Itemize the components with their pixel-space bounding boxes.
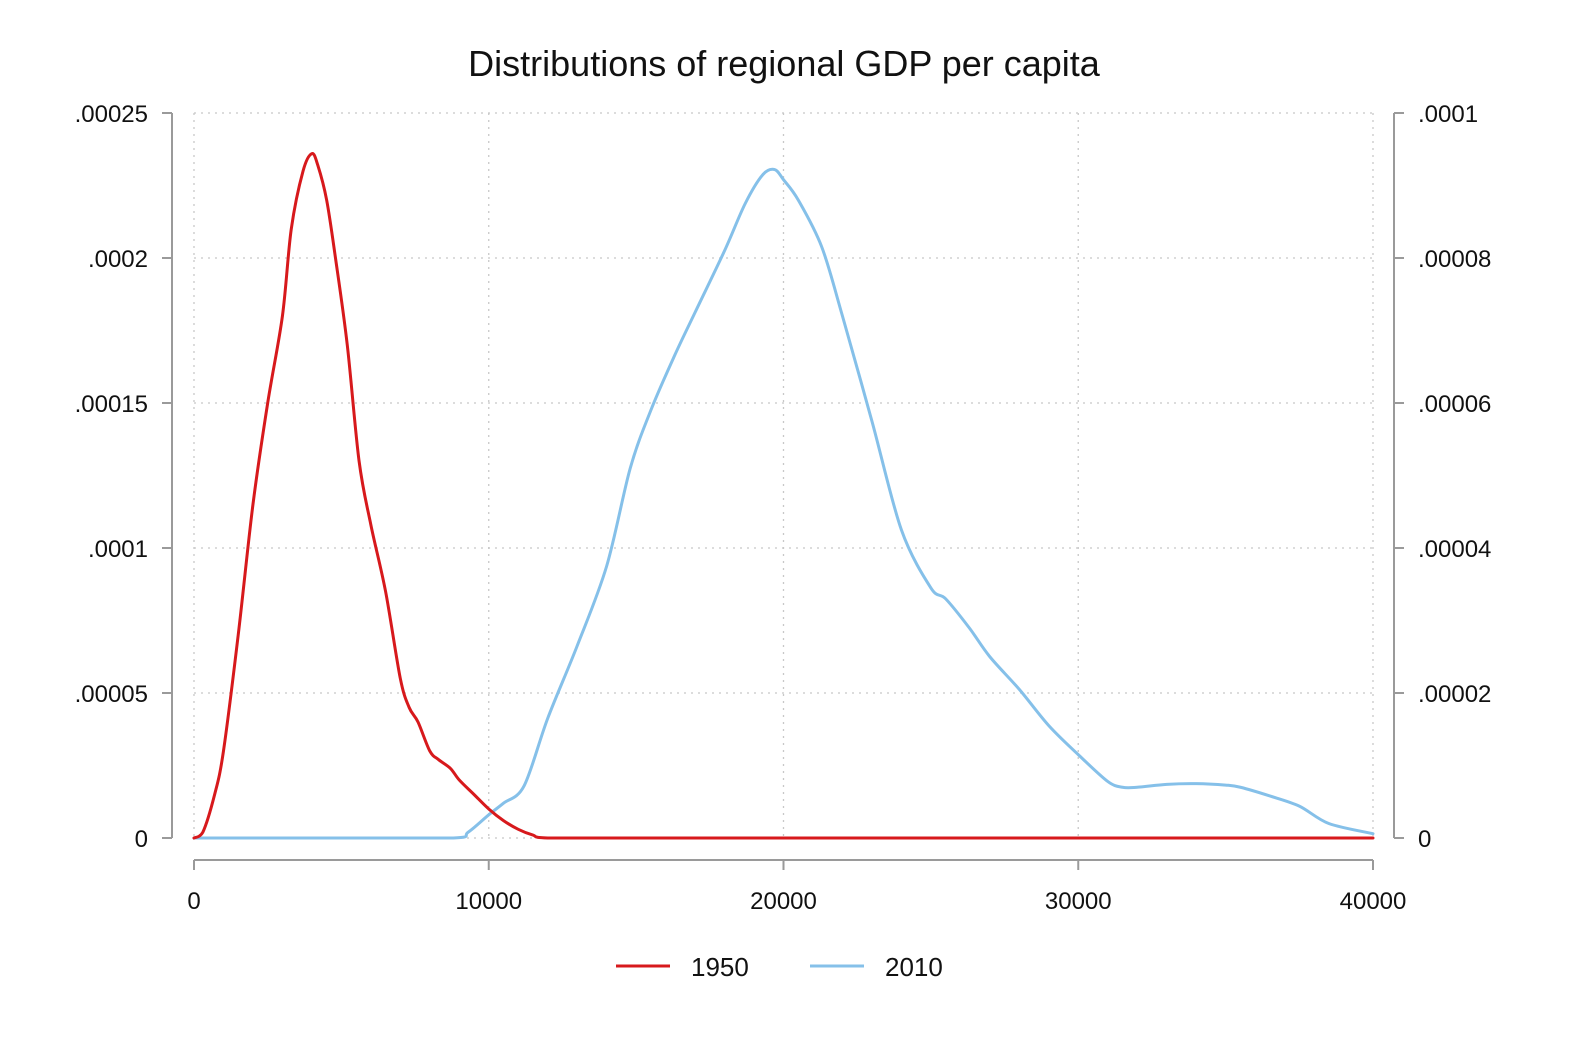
x-tick-label: 20000	[750, 888, 817, 915]
right-y-tick-label: 0	[1418, 826, 1431, 853]
right-y-tick-label: .00008	[1418, 246, 1491, 273]
x-tick-label: 30000	[1045, 888, 1112, 915]
legend-label: 1950	[691, 952, 749, 982]
right-y-tick-label: .00002	[1418, 681, 1491, 708]
legend-item-1950: 1950	[616, 952, 749, 982]
right-y-tick-label: .00004	[1418, 536, 1491, 563]
right-y-tick-label: .00006	[1418, 391, 1491, 418]
x-tick-label: 0	[187, 888, 200, 915]
series-line-1950	[192, 152, 1375, 840]
series-layer	[192, 152, 1375, 840]
left-y-tick-label: .0002	[88, 246, 148, 273]
left-y-tick-label: .00025	[75, 101, 148, 128]
legend-item-2010: 2010	[810, 952, 943, 982]
series-line-2010	[192, 167, 1375, 840]
legend: 1950 2010	[616, 952, 943, 982]
axes-layer: 0 .00005 .0001 .00015 .0002 .00025 0 .00002 .000…	[75, 101, 1492, 915]
x-tick-label: 10000	[455, 888, 522, 915]
left-y-tick-label: 0	[135, 826, 148, 853]
right-y-tick-label: .0001	[1418, 101, 1478, 128]
left-y-tick-label: .0001	[88, 536, 148, 563]
legend-label: 2010	[885, 952, 943, 982]
left-y-tick-label: .00005	[75, 681, 148, 708]
grid-layer	[193, 112, 1374, 839]
left-y-tick-label: .00015	[75, 391, 148, 418]
x-tick-label: 40000	[1340, 888, 1407, 915]
chart-title: Distributions of regional GDP per capita	[468, 43, 1101, 84]
